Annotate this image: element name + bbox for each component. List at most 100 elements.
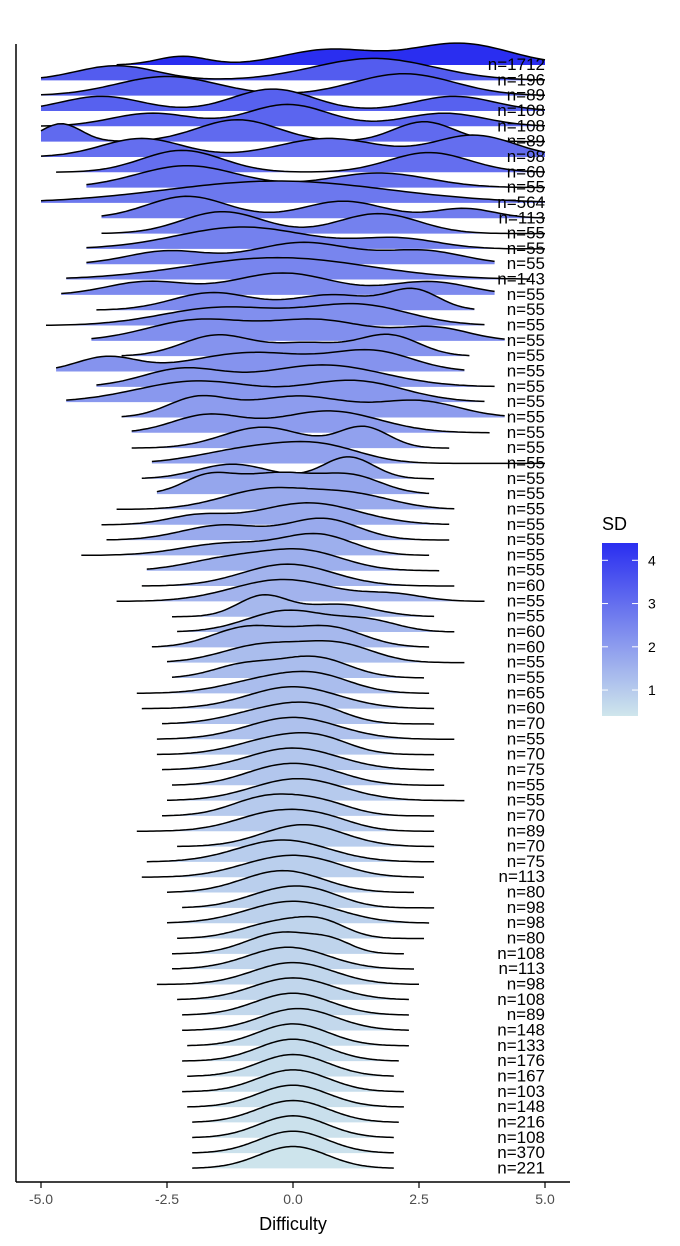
ridge-area xyxy=(91,318,505,341)
ridge-line xyxy=(192,1115,394,1139)
ridge-line xyxy=(96,287,475,311)
ridge-61: n=98 xyxy=(156,961,545,994)
ridge-17: n=55 xyxy=(96,287,545,319)
ridge-area xyxy=(41,119,545,142)
x-ticks-group: -5.0 -2.5 0.0 2.5 5.0 xyxy=(29,1182,555,1207)
ridge-n-label: n=55 xyxy=(507,392,545,411)
ridge-line xyxy=(162,793,435,817)
ridge-n-label: n=70 xyxy=(507,714,545,733)
ridge-45: n=55 xyxy=(156,716,545,748)
ridge-line xyxy=(146,548,440,572)
ridge-n-label: n=80 xyxy=(507,929,545,948)
ridge-27: n=55 xyxy=(151,440,545,472)
ridge-area xyxy=(106,518,450,541)
ridge-area xyxy=(136,671,430,694)
ridge-line xyxy=(121,333,470,357)
ridge-n-label: n=1712 xyxy=(488,55,545,74)
ridge-line xyxy=(156,471,430,495)
x-axis-title: Difficulty xyxy=(259,1214,327,1234)
ridge-21: n=55 xyxy=(55,348,545,381)
ridge-line xyxy=(141,685,435,710)
ridge-line xyxy=(101,195,546,219)
ridge-13: n=55 xyxy=(86,226,546,258)
ridge-n-label: n=55 xyxy=(507,239,545,258)
ridge-32: n=55 xyxy=(106,517,545,549)
ridge-area xyxy=(116,579,485,602)
ridge-66: n=176 xyxy=(182,1038,545,1070)
ridge-n-label: n=60 xyxy=(507,576,545,595)
ridge-46: n=70 xyxy=(156,731,545,764)
ridge-52: n=70 xyxy=(177,823,545,856)
ridge-line xyxy=(40,134,546,157)
ridge-area xyxy=(86,227,546,249)
ridge-n-label: n=55 xyxy=(507,224,545,243)
ridge-n-label: n=89 xyxy=(507,1005,545,1024)
ridge-area xyxy=(162,794,435,816)
ridge-44: n=70 xyxy=(162,701,545,733)
ridge-n-label: n=55 xyxy=(507,545,545,564)
ridge-line xyxy=(166,777,465,802)
ridge-line xyxy=(166,640,465,664)
ridge-area xyxy=(141,564,455,587)
ridge-line xyxy=(177,609,455,633)
ridge-line xyxy=(156,716,455,741)
ridge-line xyxy=(162,701,435,725)
ridge-29: n=55 xyxy=(156,471,545,503)
ridge-area xyxy=(41,89,545,111)
ridge-n-label: n=55 xyxy=(507,346,545,365)
ridge-area xyxy=(192,1146,394,1169)
ridge-line xyxy=(121,394,505,418)
ridge-area xyxy=(66,380,485,403)
ridge-n-label: n=65 xyxy=(507,683,545,702)
ridge-line xyxy=(156,731,435,756)
ridge-37: n=55 xyxy=(172,594,545,626)
ridge-56: n=98 xyxy=(182,885,545,917)
ridge-n-label: n=55 xyxy=(507,285,545,304)
ridge-line xyxy=(40,88,546,111)
ridge-n-label: n=55 xyxy=(507,591,545,610)
ridge-area xyxy=(187,1054,394,1077)
ridge-35: n=60 xyxy=(141,563,545,595)
x-tick-label: 0.0 xyxy=(283,1191,303,1207)
ridge-n-label: n=55 xyxy=(507,607,545,626)
ridge-line xyxy=(131,410,490,434)
ridge-43: n=60 xyxy=(141,685,545,718)
ridge-62: n=108 xyxy=(177,977,545,1009)
ridge-n-label: n=108 xyxy=(497,990,545,1009)
ridge-area xyxy=(136,809,435,832)
ridge-line xyxy=(91,318,505,340)
ridge-area xyxy=(177,977,409,1000)
ridge-23: n=55 xyxy=(66,379,545,411)
ridge-10: n=564 xyxy=(40,180,546,212)
x-tick-label: 5.0 xyxy=(535,1191,555,1207)
ridge-area xyxy=(156,717,455,740)
ridge-line xyxy=(45,302,485,327)
ridge-55: n=80 xyxy=(166,869,545,902)
ridge-area xyxy=(167,901,430,924)
ridge-area xyxy=(182,886,435,908)
ridge-51: n=89 xyxy=(136,808,545,840)
ridge-n-label: n=108 xyxy=(497,116,545,135)
ridge-area xyxy=(116,43,545,65)
ridge-1: n=1712 xyxy=(116,42,546,74)
ridge-5: n=108 xyxy=(40,103,546,135)
ridge-n-label: n=55 xyxy=(507,408,545,427)
ridge-n-label: n=55 xyxy=(507,438,545,457)
ridge-15: n=143 xyxy=(66,256,545,289)
ridge-line xyxy=(187,1084,404,1108)
ridge-n-label: n=113 xyxy=(499,959,545,978)
ridge-area xyxy=(192,1115,394,1138)
ridge-n-label: n=108 xyxy=(497,101,545,120)
ridge-39: n=60 xyxy=(151,624,545,656)
ridge-n-label: n=55 xyxy=(507,515,545,534)
ridge-line xyxy=(192,1099,399,1123)
ridge-33: n=55 xyxy=(81,532,545,564)
ridge-47: n=75 xyxy=(161,747,545,779)
ridge-line xyxy=(192,1145,394,1169)
ridge-line xyxy=(177,977,409,1001)
ridges-group: n=1712n=196n=89n=108n=108n=89n=98n=60n=5… xyxy=(40,42,546,1177)
ridge-line xyxy=(101,502,450,526)
ridge-n-label: n=55 xyxy=(507,178,545,197)
ridge-n-label: n=55 xyxy=(507,423,545,442)
